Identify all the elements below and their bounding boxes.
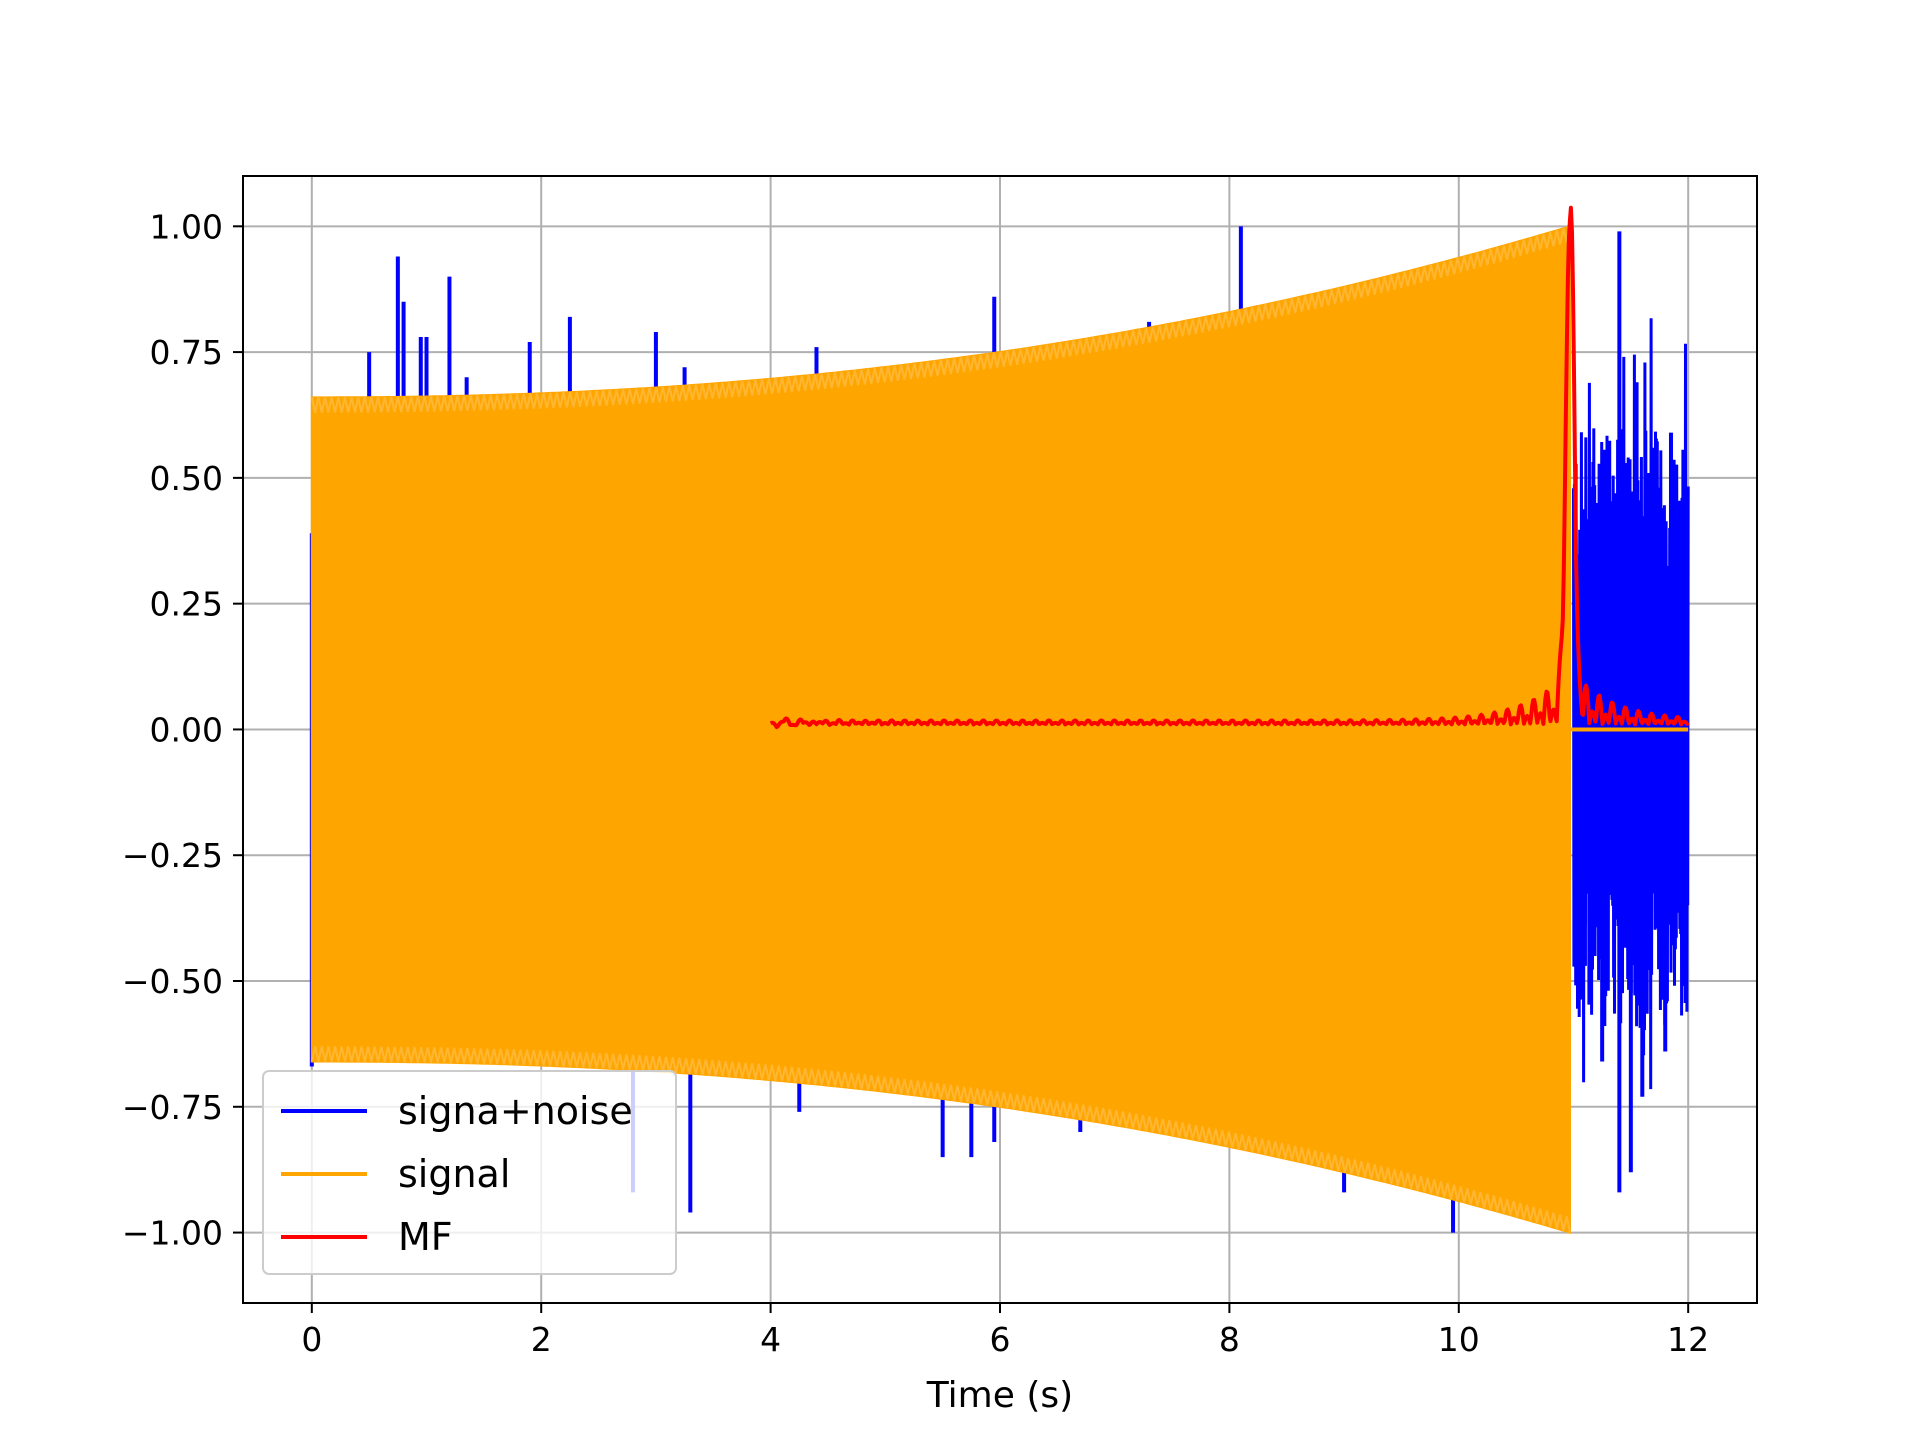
legend-label-mf: MF [398, 1215, 453, 1259]
series-mf [769, 205, 1690, 730]
y-tick-label: −0.50 [122, 962, 223, 1001]
legend-box [262, 1070, 677, 1275]
y-tick-label: −0.75 [122, 1088, 223, 1127]
legend-label-signal: signal [398, 1152, 510, 1196]
x-tick-label: 12 [1667, 1320, 1709, 1359]
mf-line [769, 205, 1690, 730]
series-signal [310, 224, 1689, 1234]
y-tick-label: −0.25 [122, 836, 223, 875]
x-tick-label: 2 [531, 1320, 552, 1359]
x-axis-label: Time (s) [926, 1375, 1073, 1416]
y-tick-label: 0.25 [150, 585, 223, 624]
y-tick-label: 0.75 [150, 333, 223, 372]
series-layer [309, 205, 1690, 1234]
x-tick-label: 10 [1438, 1320, 1480, 1359]
x-tick-label: 0 [301, 1320, 322, 1359]
x-tick-label: 6 [990, 1320, 1011, 1359]
noise-band-line [1572, 318, 1690, 1090]
x-tick-label: 8 [1219, 1320, 1240, 1359]
x-tick-label: 4 [760, 1320, 781, 1359]
legend: signa+noise signal MF [262, 1070, 677, 1275]
y-tick-label: 0.50 [150, 459, 223, 498]
legend-label-signa-noise: signa+noise [398, 1089, 633, 1133]
signal-top-edge [310, 226, 1571, 413]
signal-bottom-edge [310, 1046, 1571, 1233]
y-tick-label: 1.00 [150, 207, 223, 246]
y-tick-label: 0.00 [150, 710, 223, 749]
y-tick-label: −1.00 [122, 1214, 223, 1253]
axis-ticks: 0 2 4 6 8 10 12 1.00 0.75 0.50 0.25 0.00 −0.25 −0.50 −… [122, 207, 1709, 1359]
